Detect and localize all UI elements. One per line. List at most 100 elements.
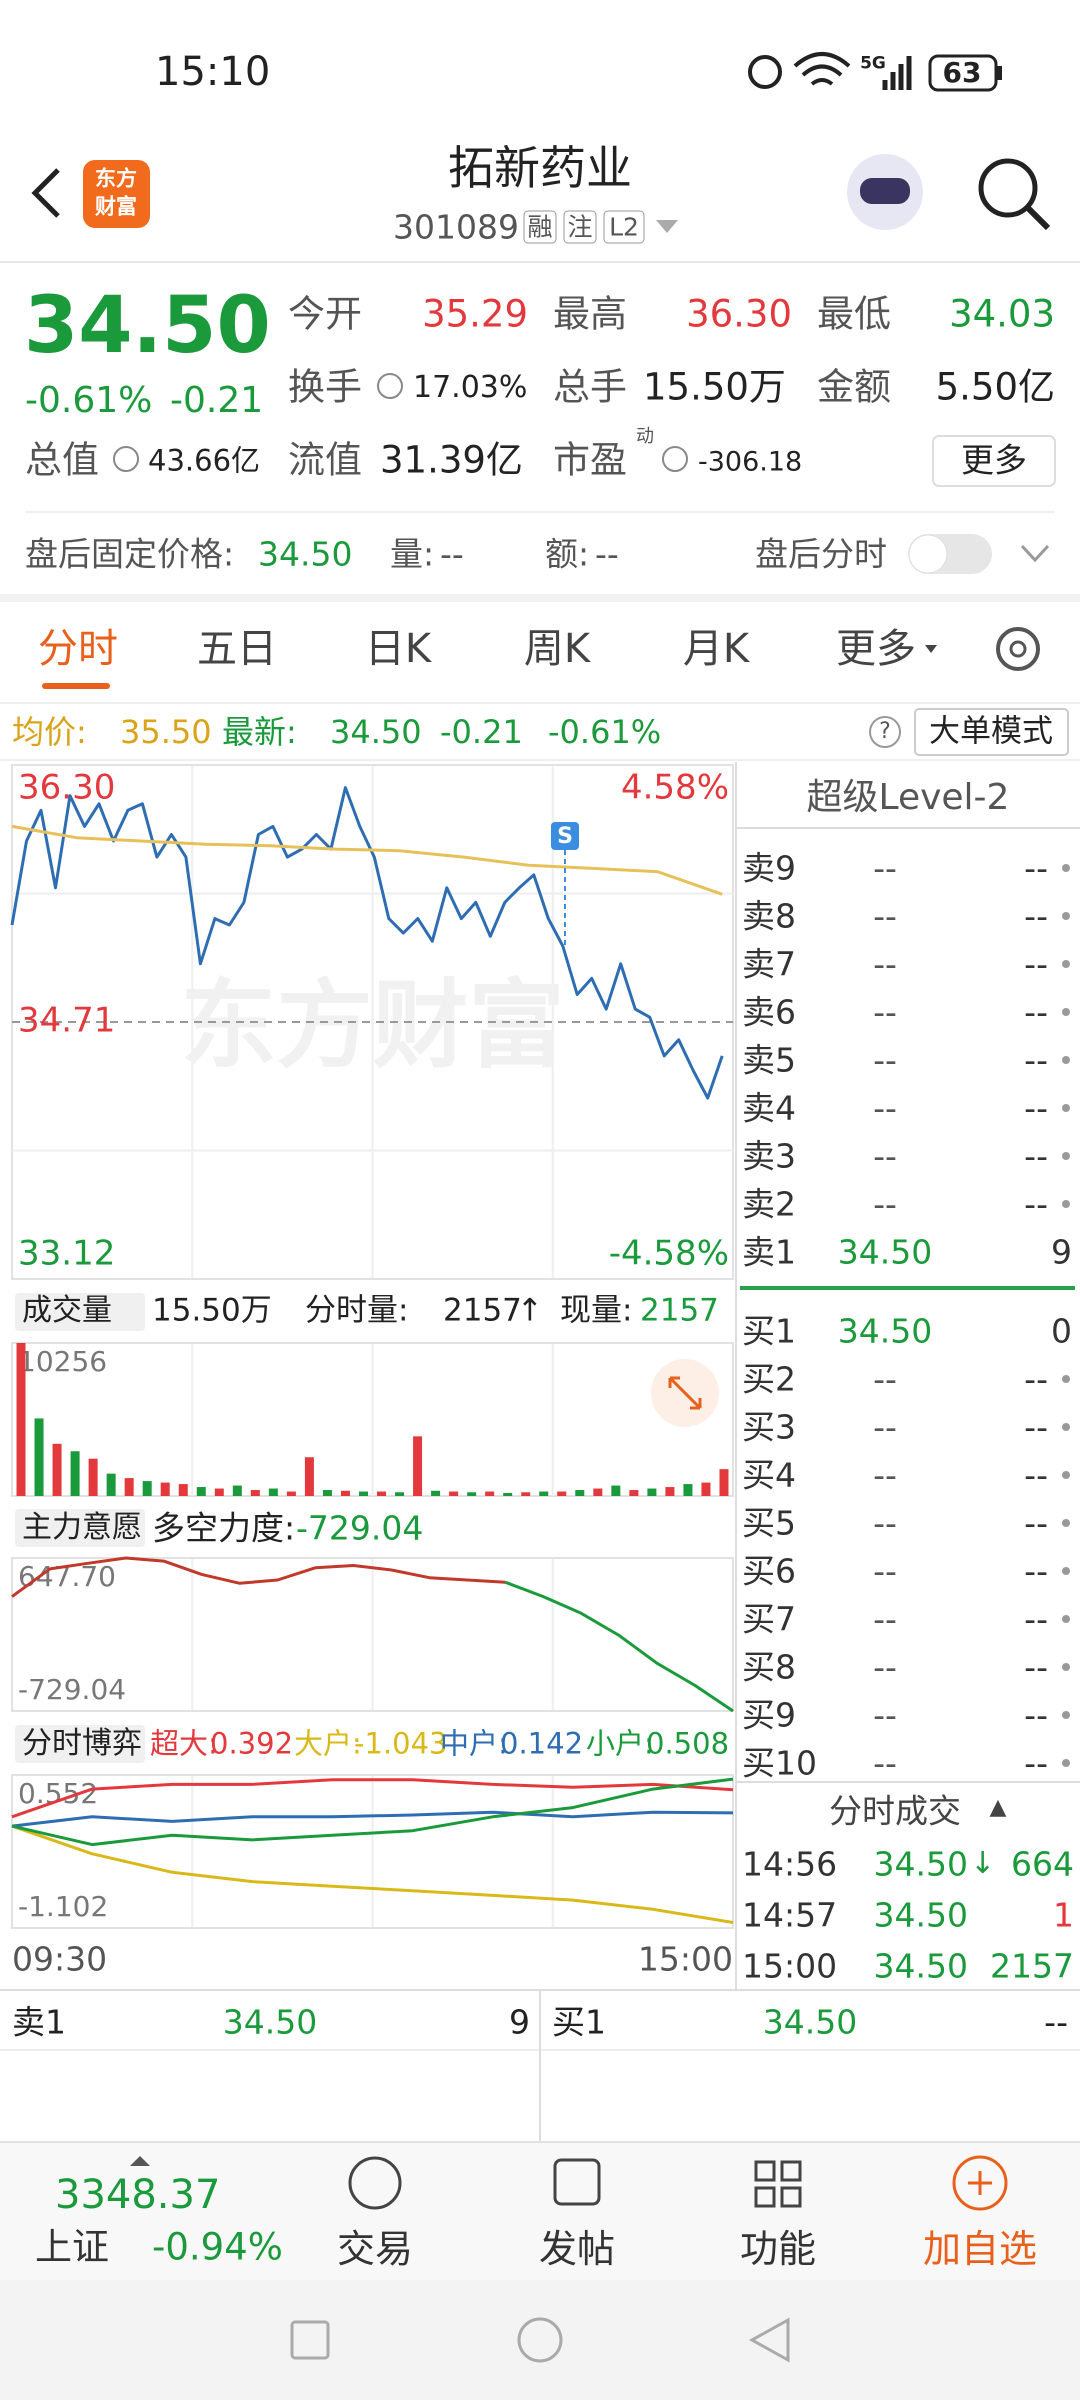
book-volume: 9 (1051, 1232, 1072, 1272)
index-change[interactable]: -0.94% (152, 2225, 283, 2269)
book-price: 34.50 (837, 1232, 933, 1272)
book-label: 买2 (742, 1359, 796, 1399)
tab[interactable]: 五日 (197, 626, 277, 672)
nav-back[interactable] (748, 2317, 790, 2363)
index-name[interactable]: 上证 (35, 2225, 109, 2269)
series-line (11, 1556, 506, 1598)
index-value[interactable]: 3348.37 (55, 2172, 221, 2218)
volume-bar (485, 1491, 495, 1496)
tab[interactable]: 月K (682, 626, 750, 672)
volume-bar (142, 1481, 152, 1496)
book-price: -- (873, 1040, 897, 1080)
tag: 融 (527, 212, 553, 242)
book-volume: -- (1024, 1088, 1048, 1128)
avatar-face (860, 178, 910, 204)
field-value: -306.18 (698, 446, 803, 478)
field-label: 最低 (817, 292, 891, 336)
y-tick-label: 0.552 (18, 1777, 98, 1810)
bottom-price: 34.50 (762, 2002, 858, 2042)
change: -0.21 (170, 380, 264, 421)
tab[interactable]: 日K (364, 626, 432, 672)
trades-title[interactable]: 分时成交 (829, 1791, 961, 1831)
field-sup: 动 (636, 426, 654, 447)
book-dot (1062, 1615, 1070, 1623)
search-button[interactable] (978, 158, 1038, 218)
book-dot (1062, 1759, 1070, 1767)
field-value: 17.03% (413, 370, 528, 405)
nav-item[interactable]: 功能 (739, 2227, 817, 2271)
book-volume: -- (1024, 1136, 1048, 1176)
trade-volume: 2157 (990, 1946, 1074, 1986)
mode-button[interactable]: 大单模式 (929, 713, 1053, 750)
nav-item[interactable]: 发帖 (538, 2227, 616, 2271)
field-label: 总值 (25, 438, 99, 482)
add-icon (952, 2155, 1008, 2211)
volume-bar (431, 1490, 441, 1496)
volume-bar (593, 1488, 603, 1496)
book-dot (1062, 1056, 1070, 1064)
after-hours-label: 盘后固定价格: (25, 534, 235, 574)
book-dot (1062, 1375, 1070, 1383)
field-value: 35.29 (422, 292, 528, 336)
book-price: 34.50 (837, 1311, 933, 1351)
nav-home[interactable] (517, 2317, 563, 2363)
book-price: -- (873, 1359, 897, 1399)
post-icon (553, 2158, 601, 2206)
book-dot (1062, 1200, 1070, 1208)
book-dot (1062, 1104, 1070, 1112)
y-tick-label: 10256 (18, 1345, 107, 1378)
back-button[interactable] (31, 168, 60, 218)
latest-label: 最新: (222, 713, 297, 751)
tag: 注 (567, 212, 593, 242)
volume-bar (178, 1484, 188, 1496)
more-button[interactable]: 更多 (961, 440, 1027, 480)
nav-recent[interactable] (290, 2320, 330, 2360)
series-line (10, 786, 724, 1100)
bottom-price: 34.50 (222, 2002, 318, 2042)
book-price: -- (873, 1503, 897, 1543)
volume-bar (449, 1491, 459, 1496)
series-line (504, 1580, 734, 1713)
y-tick-label: -729.04 (18, 1673, 126, 1706)
book-dot (1062, 1152, 1070, 1160)
tab[interactable]: 分时 (38, 626, 118, 672)
add-plus (968, 2171, 992, 2195)
settings-button[interactable] (996, 627, 1040, 671)
book-label: 买10 (742, 1743, 817, 1783)
book-dot (1062, 864, 1070, 872)
dropdown[interactable]: 分时博弈 (22, 1726, 142, 1761)
book-label: 卖8 (742, 896, 796, 936)
network: 5G (860, 53, 886, 74)
now-label: 现量: (560, 1292, 633, 1329)
x-label: 15:00 (637, 1939, 733, 1979)
volume-bar (268, 1488, 278, 1496)
latest-value: 34.50 (330, 713, 422, 751)
tab-underline (42, 683, 110, 689)
dropdown[interactable]: 主力意愿 (22, 1510, 142, 1545)
legend-name: 小户: (586, 1726, 654, 1761)
volume-bar (106, 1473, 116, 1496)
y2-tick-label: -4.58% (609, 1234, 729, 1274)
alarm-icon (748, 55, 782, 89)
tab[interactable]: 周K (523, 626, 591, 672)
volume-bar (377, 1491, 387, 1496)
avg-value: 35.50 (120, 713, 212, 751)
help[interactable]: ? (879, 719, 891, 744)
after-hours-label: 量: (390, 534, 435, 574)
tab[interactable]: 更多 (836, 626, 916, 672)
latest-change-pct: -0.61% (548, 713, 662, 751)
period-label: 分时量: (305, 1292, 409, 1329)
book-label: 买7 (742, 1599, 796, 1639)
trade-price: 34.50 (873, 1844, 968, 1884)
dropdown[interactable]: 成交量 (22, 1293, 112, 1328)
book-label: 卖3 (742, 1136, 796, 1176)
legend-name: 中户: (440, 1726, 508, 1761)
volume-bar (701, 1482, 711, 1496)
nav-item[interactable]: 交易 (336, 2227, 414, 2271)
nav-item[interactable]: 加自选 (922, 2227, 1038, 2271)
book-label: 卖2 (742, 1184, 796, 1224)
field-value: 36.30 (686, 292, 792, 336)
book-price: -- (873, 1695, 897, 1735)
clock: 15:10 (155, 49, 271, 95)
